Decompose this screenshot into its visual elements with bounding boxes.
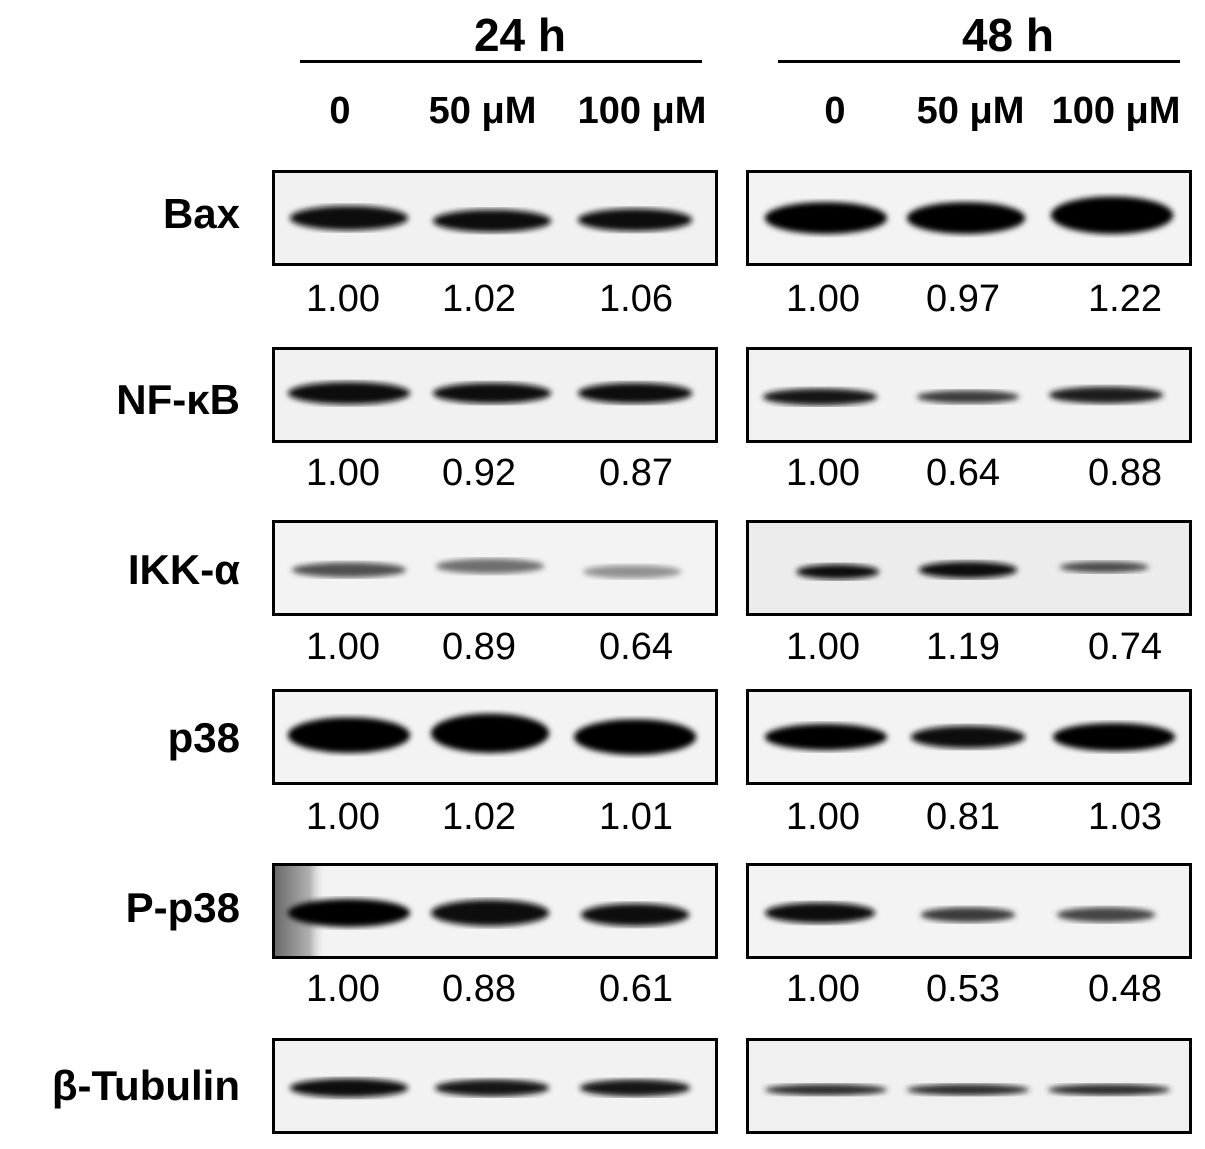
- band: [764, 902, 876, 924]
- value-p38-48h-50: 0.81: [926, 796, 1000, 838]
- blot-p-p38-48h: [746, 863, 1192, 959]
- band: [579, 1079, 691, 1097]
- band: [796, 564, 880, 580]
- time-header-48h: 48 h: [961, 9, 1055, 61]
- dose-header-48h-0: 0: [824, 90, 846, 132]
- band: [764, 1084, 888, 1096]
- band: [582, 565, 682, 579]
- blot-beta-tubulin-24h: [272, 1038, 718, 1134]
- band: [906, 1084, 1030, 1096]
- band: [580, 903, 690, 926]
- band: [432, 382, 552, 404]
- value-ikk-alpha-48h-50: 1.19: [926, 626, 1000, 668]
- band: [432, 209, 552, 233]
- value-p38-48h-100: 1.03: [1088, 796, 1162, 838]
- band: [764, 202, 888, 234]
- blot-nfkb-48h: [746, 347, 1192, 443]
- blot-bax-24h: [272, 170, 718, 266]
- value-bax-48h-0: 1.00: [786, 278, 860, 320]
- band: [1052, 722, 1176, 752]
- value-nfkb-48h-100: 0.88: [1088, 452, 1162, 494]
- value-bax-48h-50: 0.97: [926, 278, 1000, 320]
- value-ikk-alpha-48h-0: 1.00: [786, 626, 860, 668]
- value-p-p38-24h-0: 1.00: [306, 968, 380, 1010]
- blot-p38-48h: [746, 689, 1192, 785]
- time-underline-48h: [778, 60, 1180, 63]
- band: [1050, 196, 1174, 234]
- band: [289, 205, 409, 231]
- blot-p38-24h: [272, 689, 718, 785]
- band: [906, 202, 1026, 234]
- blot-nfkb-24h: [272, 347, 718, 443]
- band: [287, 898, 411, 927]
- value-bax-24h-100: 1.06: [599, 278, 673, 320]
- dose-header-48h-50: 50 μM: [916, 90, 1025, 132]
- time-header-24h: 24 h: [473, 9, 567, 61]
- dose-header-24h-100: 100 μM: [577, 90, 707, 132]
- band: [287, 381, 411, 405]
- band: [916, 390, 1020, 404]
- value-nfkb-24h-100: 0.87: [599, 452, 673, 494]
- band: [910, 725, 1026, 749]
- band: [918, 561, 1018, 579]
- blot-bax-48h: [746, 170, 1192, 266]
- band: [573, 719, 697, 755]
- band: [1059, 561, 1149, 573]
- band: [577, 208, 693, 232]
- row-label-ikk-alpha: IKK-α: [127, 546, 240, 593]
- band: [291, 562, 407, 578]
- blot-ikk-alpha-24h: [272, 520, 718, 616]
- value-bax-48h-100: 1.22: [1088, 278, 1162, 320]
- band: [287, 717, 411, 753]
- value-p-p38-24h-100: 0.61: [599, 968, 673, 1010]
- dose-header-24h-0: 0: [329, 90, 351, 132]
- dose-header-48h-100: 100 μM: [1051, 90, 1181, 132]
- row-label-bax: Bax: [162, 190, 240, 237]
- band: [289, 1078, 409, 1098]
- blot-beta-tubulin-48h: [746, 1038, 1192, 1134]
- value-nfkb-24h-0: 1.00: [306, 452, 380, 494]
- row-label-nfkb: NF-κB: [116, 376, 240, 423]
- value-p-p38-48h-100: 0.48: [1088, 968, 1162, 1010]
- band: [1056, 907, 1156, 923]
- band: [1047, 1084, 1171, 1096]
- value-p38-24h-100: 1.01: [599, 796, 673, 838]
- band: [764, 723, 888, 751]
- value-p-p38-24h-50: 0.88: [442, 968, 516, 1010]
- value-bax-24h-0: 1.00: [306, 278, 380, 320]
- value-p-p38-48h-0: 1.00: [786, 968, 860, 1010]
- value-nfkb-48h-0: 1.00: [786, 452, 860, 494]
- row-label-p-p38: P-p38: [125, 884, 240, 931]
- value-p38-24h-50: 1.02: [442, 796, 516, 838]
- value-ikk-alpha-24h-0: 1.00: [306, 626, 380, 668]
- value-p38-48h-0: 1.00: [786, 796, 860, 838]
- band: [430, 713, 550, 753]
- value-ikk-alpha-48h-100: 0.74: [1088, 626, 1162, 668]
- band: [430, 899, 550, 926]
- value-p-p38-48h-50: 0.53: [926, 968, 1000, 1010]
- time-underline-24h: [300, 60, 702, 63]
- band: [920, 907, 1016, 923]
- value-nfkb-48h-50: 0.64: [926, 452, 1000, 494]
- band: [1048, 386, 1164, 404]
- row-label-p38: p38: [167, 714, 240, 761]
- row-label-beta-tubulin: β-Tubulin: [51, 1062, 240, 1109]
- band: [435, 558, 545, 574]
- band: [762, 388, 878, 406]
- value-nfkb-24h-50: 0.92: [442, 452, 516, 494]
- dose-header-24h-50: 50 μM: [428, 90, 537, 132]
- blot-p-p38-24h: [272, 863, 718, 959]
- value-p38-24h-0: 1.00: [306, 796, 380, 838]
- blot-ikk-alpha-48h: [746, 520, 1192, 616]
- value-bax-24h-50: 1.02: [442, 278, 516, 320]
- band: [577, 382, 693, 404]
- band: [434, 1079, 550, 1097]
- value-ikk-alpha-24h-50: 0.89: [442, 626, 516, 668]
- value-ikk-alpha-24h-100: 0.64: [599, 626, 673, 668]
